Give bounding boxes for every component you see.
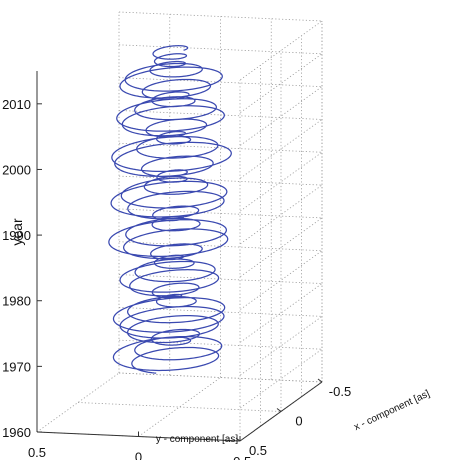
x-tick (317, 378, 323, 383)
grid-line-year (118, 339, 324, 409)
x-axis-label: x - component [as] (352, 388, 431, 433)
z-tick-label: 1970 (2, 359, 31, 374)
z-tick-label: 2000 (2, 162, 31, 177)
y-tick-label: 0.5 (28, 445, 46, 460)
x-tick (235, 437, 241, 442)
grid-line-floor (77, 402, 282, 412)
grid-line-year (118, 372, 324, 442)
y-tick-label: 0 (135, 450, 142, 460)
z-tick-label: 2010 (2, 97, 31, 112)
y-axis-label: y - component [as] (156, 434, 238, 445)
x-tick-label: 0.5 (249, 443, 267, 458)
x-tick-label: -0.5 (329, 384, 351, 399)
series-layer (108, 45, 232, 374)
z-axis-label: year (9, 218, 25, 246)
y-tick-label: -0.5 (229, 454, 251, 460)
z-tick-label: 1960 (2, 425, 31, 440)
label-layer: year y - component [as] x - component [a… (2, 97, 432, 460)
grid-line-year (118, 208, 324, 278)
z-tick-label: 1990 (2, 228, 31, 243)
axis-layer (36, 71, 323, 442)
grid-line-year (118, 142, 324, 212)
z-tick-label: 1980 (2, 294, 31, 309)
series-line-pole-motion (108, 45, 232, 374)
grid-line-floor (138, 377, 221, 437)
x-tick (276, 408, 282, 412)
x-tick-label: 0 (295, 414, 302, 429)
